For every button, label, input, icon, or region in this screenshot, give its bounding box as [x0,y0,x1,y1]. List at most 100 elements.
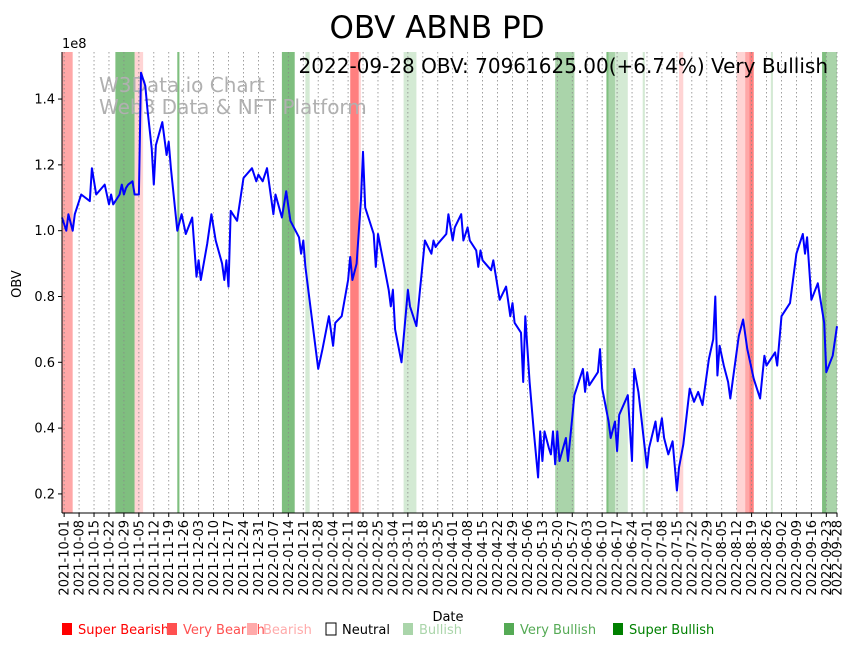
x-tick-label: 2022-07-15 [670,520,685,596]
x-tick-label: 2021-12-17 [222,520,237,596]
x-tick-label: 2022-01-07 [267,520,282,596]
x-tick-label: 2022-03-04 [386,520,401,596]
legend-label: Super Bearish [78,623,169,638]
x-tick-label: 2022-01-21 [297,520,312,596]
y-offset-label: 1e8 [62,37,87,52]
y-tick-label: 1.4 [34,93,55,108]
legend-label: Very Bullish [520,623,596,638]
x-tick-label: 2021-10-15 [88,520,103,596]
chart-title: OBV ABNB PD [329,10,544,46]
sentiment-band-super-bullish [177,52,180,513]
sentiment-band-bearish [358,52,361,513]
x-tick-label: 2022-04-22 [491,520,506,596]
y-ticks: 0.2 0.4 0.6 0.8 1.0 1.2 1.4 [34,93,62,502]
sentiment-band-very-bearish [745,52,750,513]
x-tick-label: 2022-01-28 [312,520,327,596]
sentiment-band-bearish [134,52,144,513]
x-tick-label: 2021-10-29 [117,520,132,596]
x-tick-label: 2022-08-05 [715,520,730,596]
legend-item-super-bearish: Super Bearish [62,623,169,638]
y-tick-label: 0.4 [34,422,55,437]
x-tick-label: 2021-10-08 [73,520,88,596]
x-tick-label: 2021-11-12 [147,520,162,596]
sentiment-band-super-bearish [749,52,754,513]
sentiment-band-very-bullish [555,52,575,513]
x-gridlines [63,52,838,513]
x-tick-label: 2022-06-24 [626,520,641,596]
x-tick-label: 2022-06-17 [611,520,626,596]
y-tick-label: 1.0 [34,224,55,239]
sentiment-band-bearish [736,52,746,513]
sentiment-band-super-bullish [115,52,135,513]
x-tick-label: 2022-04-29 [506,520,521,596]
x-tick-label: 2022-03-11 [401,520,416,596]
legend-item-very-bearish: Very Bearish [167,623,265,638]
legend-label: Super Bullish [629,623,714,638]
legend-label: Bullish [419,623,462,638]
x-tick-label: 2022-09-23 [820,520,835,596]
x-tick-label: 2022-08-26 [760,520,775,596]
x-tick-label: 2021-12-24 [237,520,252,596]
legend-swatch [325,622,337,636]
sentiment-band-super-bullish [822,52,827,513]
y-tick-label: 0.8 [34,290,55,305]
sentiment-band-super-bullish [281,52,295,513]
legend-swatch [613,623,623,635]
x-tick-label: 2022-09-28 [831,520,846,596]
sentiment-band-bullish [614,52,628,513]
x-tick-label: 2022-04-15 [476,520,491,596]
watermark-line-2: Web3 Data & NFT Platform [99,95,367,119]
x-tick-label: 2022-09-09 [790,520,805,596]
legend-swatch [167,623,177,635]
y-tick-label: 0.2 [34,487,55,502]
watermark-line-1: W3Data.io Chart [99,73,265,97]
x-tick-label: 2022-08-19 [745,520,760,596]
x-tick-label: 2021-11-05 [132,520,147,596]
legend-item-bearish: Bearish [247,623,312,638]
x-tick-label: 2021-12-10 [207,520,222,596]
legend-swatch [62,623,72,635]
x-tick-label: 2021-11-26 [177,520,192,596]
x-tick-label: 2022-02-18 [357,520,372,596]
x-tick-label: 2022-05-13 [536,520,551,596]
x-tick-label: 2021-12-31 [252,520,267,596]
x-tick-label: 2022-02-04 [327,520,342,596]
x-tick-label: 2021-10-22 [102,520,117,596]
x-tick-label: 2022-08-12 [730,520,745,596]
x-tick-label: 2021-11-19 [162,520,177,596]
sentiment-band-bullish [770,52,773,513]
x-tick-label: 2022-06-03 [581,520,596,596]
x-tick-label: 2022-03-25 [431,520,446,596]
x-tick-label: 2022-05-06 [521,520,536,596]
x-tick-label: 2022-05-27 [566,520,581,596]
legend-swatch [403,623,413,635]
legend-item-very-bullish: Very Bullish [504,623,596,638]
axes [61,52,837,514]
x-tick-label: 2022-03-18 [416,520,431,596]
obv-series-line [61,71,838,492]
sentiment-bands [62,52,837,513]
sentiment-band-super-bullish [606,52,609,513]
x-axis-label: Date [432,610,463,625]
legend-item-neutral: Neutral [325,622,390,638]
sentiment-band-very-bullish [826,52,837,513]
legend-swatch [247,623,257,635]
latest-value-annotation: 2022-09-28 OBV: 70961625.00(+6.74%) Very… [299,54,828,78]
x-tick-label: 2022-04-01 [446,520,461,596]
x-tick-label: 2022-09-02 [775,520,790,596]
x-tick-label: 2022-04-08 [461,520,476,596]
legend-label: Bearish [263,623,312,638]
x-tick-label: 2022-02-25 [371,520,386,596]
x-tick-label: 2022-01-14 [282,520,297,596]
sentiment-band-very-bullish [608,52,615,513]
x-tick-label: 2022-07-29 [700,520,715,596]
y-axis-label: OBV [10,270,25,298]
sentiment-band-bullish [642,52,645,513]
y-tick-label: 1.2 [34,158,55,173]
x-tick-label: 2022-07-01 [640,520,655,596]
legend-label: Very Bearish [183,623,265,638]
legend-label: Neutral [342,623,390,638]
sentiment-band-bullish [403,52,417,513]
x-ticks: 2021-10-01 2021-10-08 2021-10-15 2021-10-22… [58,513,846,596]
